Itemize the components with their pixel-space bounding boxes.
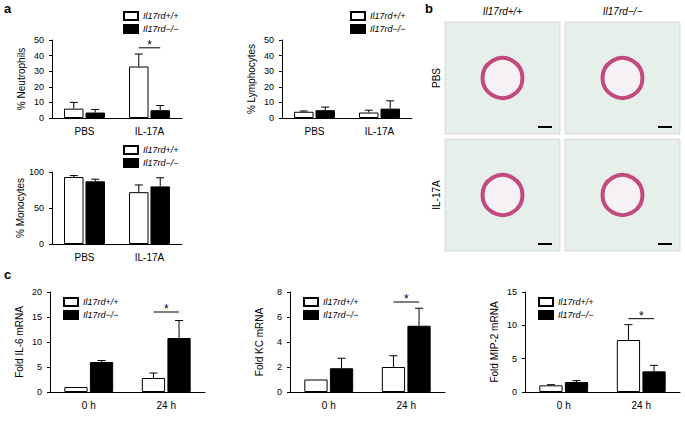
svg-text:20: 20: [264, 82, 274, 92]
svg-text:IL-17A: IL-17A: [365, 126, 395, 137]
svg-text:0: 0: [512, 387, 517, 397]
svg-text:0: 0: [277, 387, 282, 397]
svg-text:100: 100: [29, 167, 44, 177]
svg-text:0: 0: [39, 113, 44, 123]
svg-text:15: 15: [32, 312, 42, 322]
svg-text:10: 10: [32, 337, 42, 347]
svg-text:IL-17A: IL-17A: [135, 252, 165, 263]
svg-text:0: 0: [269, 113, 274, 123]
svg-text:% Lymphocytes: % Lymphocytes: [246, 44, 257, 114]
svg-text:PBS: PBS: [304, 126, 324, 137]
svg-text:PBS: PBS: [74, 126, 94, 137]
svg-text:2: 2: [277, 362, 282, 372]
svg-text:4: 4: [277, 337, 282, 347]
svg-text:40: 40: [34, 51, 44, 61]
svg-text:b: b: [425, 1, 433, 16]
svg-text:Il17rd+/+: Il17rd+/+: [143, 145, 179, 155]
svg-text:30: 30: [34, 66, 44, 76]
svg-text:15: 15: [507, 287, 517, 297]
svg-text:Fold IL-6 mRNA: Fold IL-6 mRNA: [14, 306, 25, 378]
svg-text:5: 5: [512, 354, 517, 364]
svg-text:Fold KC mRNA: Fold KC mRNA: [254, 308, 265, 377]
svg-text:5: 5: [37, 362, 42, 372]
svg-text:IL-17A: IL-17A: [431, 180, 442, 210]
svg-text:PBS: PBS: [431, 68, 442, 88]
svg-text:*: *: [147, 38, 152, 52]
svg-text:20: 20: [34, 82, 44, 92]
svg-text:*: *: [164, 302, 169, 316]
svg-text:PBS: PBS: [74, 252, 94, 263]
svg-text:40: 40: [264, 51, 274, 61]
svg-text:Il17rd−/−: Il17rd−/−: [558, 310, 594, 320]
svg-text:10: 10: [507, 320, 517, 330]
svg-text:Il17rd+/+: Il17rd+/+: [483, 6, 523, 17]
svg-text:Il17rd+/+: Il17rd+/+: [83, 297, 119, 307]
svg-text:a: a: [4, 1, 12, 16]
svg-text:*: *: [404, 292, 409, 306]
svg-text:0 h: 0 h: [322, 400, 336, 411]
svg-text:Il17rd−/−: Il17rd−/−: [143, 24, 179, 34]
svg-text:IL-17A: IL-17A: [135, 126, 165, 137]
svg-text:50: 50: [264, 35, 274, 45]
svg-text:Il17rd−/−: Il17rd−/−: [323, 310, 359, 320]
svg-text:c: c: [4, 267, 11, 282]
svg-text:24 h: 24 h: [157, 400, 176, 411]
svg-text:% Neutrophils: % Neutrophils: [16, 48, 27, 110]
svg-text:*: *: [639, 309, 644, 323]
svg-text:Il17rd−/−: Il17rd−/−: [603, 6, 643, 17]
svg-text:30: 30: [264, 66, 274, 76]
svg-text:0 h: 0 h: [557, 400, 571, 411]
svg-text:0: 0: [37, 387, 42, 397]
svg-text:0: 0: [39, 239, 44, 249]
svg-text:Il17rd+/+: Il17rd+/+: [143, 11, 179, 21]
svg-text:6: 6: [277, 312, 282, 322]
svg-text:20: 20: [32, 287, 42, 297]
svg-text:Il17rd−/−: Il17rd−/−: [83, 310, 119, 320]
svg-text:% Monocytes: % Monocytes: [15, 178, 26, 238]
svg-text:24 h: 24 h: [397, 400, 416, 411]
svg-text:Il17rd−/−: Il17rd−/−: [370, 24, 406, 34]
svg-text:50: 50: [34, 35, 44, 45]
svg-text:0 h: 0 h: [82, 400, 96, 411]
svg-text:10: 10: [34, 97, 44, 107]
svg-text:Il17rd+/+: Il17rd+/+: [370, 11, 406, 21]
svg-text:50: 50: [34, 203, 44, 213]
svg-text:10: 10: [264, 97, 274, 107]
svg-text:Il17rd+/+: Il17rd+/+: [558, 297, 594, 307]
svg-text:Fold MIP-2 mRNA: Fold MIP-2 mRNA: [489, 301, 500, 382]
svg-text:24 h: 24 h: [632, 400, 651, 411]
svg-text:8: 8: [277, 287, 282, 297]
svg-text:Il17rd+/+: Il17rd+/+: [323, 297, 359, 307]
svg-text:Il17rd−/−: Il17rd−/−: [143, 158, 179, 168]
